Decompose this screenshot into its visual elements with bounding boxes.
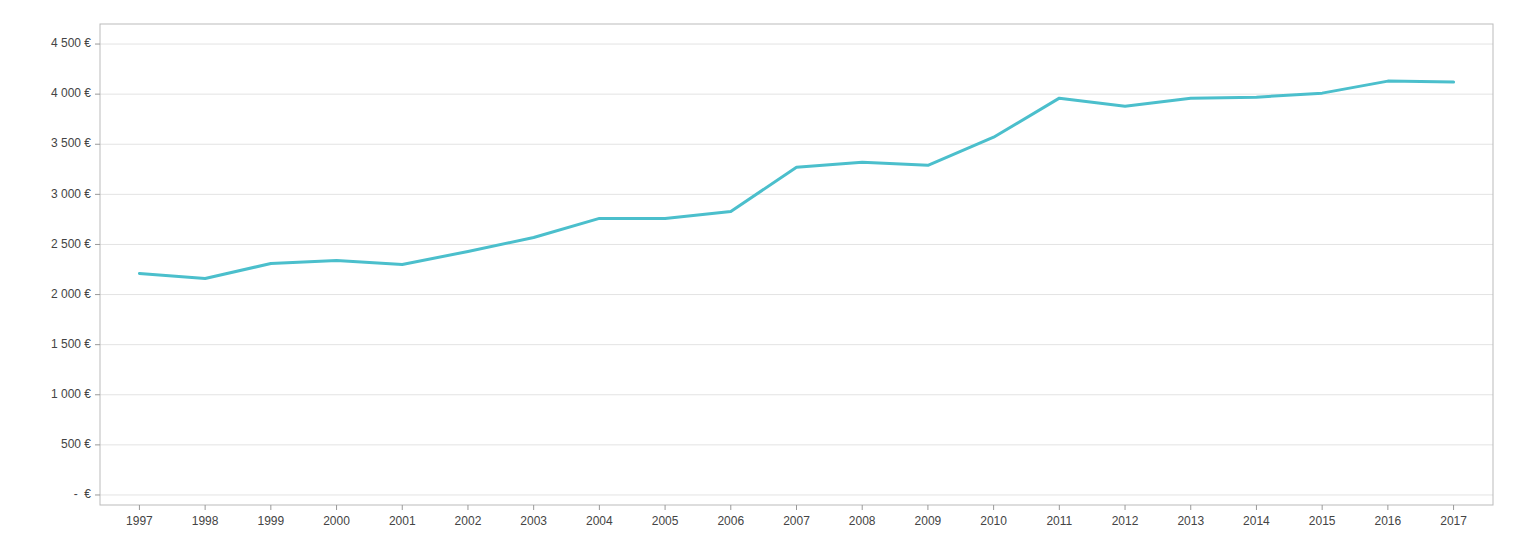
grid-line — [100, 144, 1493, 145]
x-tick — [796, 505, 797, 510]
grid-line — [100, 194, 1493, 195]
y-axis: - € 500 € 1 000 € 1 500 € 2 000 € 2 500 € 3 00… — [51, 36, 100, 501]
plot-data — [139, 81, 1453, 278]
x-tick — [139, 505, 140, 510]
grid — [100, 44, 1493, 495]
x-tick — [1387, 505, 1388, 510]
y-tick — [95, 44, 100, 45]
plot-frame — [100, 24, 1493, 505]
y-tick — [95, 244, 100, 245]
x-tick-label: 2009 — [915, 514, 942, 528]
x-tick — [862, 505, 863, 510]
x-tick-label: 1999 — [257, 514, 284, 528]
x-tick — [1453, 505, 1454, 510]
x-tick-label: 2007 — [783, 514, 810, 528]
line — [139, 81, 1453, 278]
y-tick — [95, 344, 100, 345]
y-tick — [95, 394, 100, 395]
y-tick-label: 2 500 € — [51, 237, 91, 251]
x-tick — [1059, 505, 1060, 510]
y-tick — [95, 94, 100, 95]
x-tick — [1190, 505, 1191, 510]
grid-line — [100, 494, 1493, 495]
x-tick-label: 2011 — [1046, 514, 1072, 528]
y-tick — [95, 444, 100, 445]
y-tick-label: 2 000 € — [51, 287, 91, 301]
x-tick — [993, 505, 994, 510]
y-tick-label: 4 500 € — [51, 36, 91, 50]
x-tick — [270, 505, 271, 510]
y-tick-label: 3 000 € — [51, 187, 91, 201]
x-tick-label: 2002 — [455, 514, 482, 528]
x-axis: 1997 1998 1999 2000 2001 2002 2003 2004 2005 2006… — [126, 505, 1467, 528]
x-tick-label: 2012 — [1112, 514, 1139, 528]
x-tick — [205, 505, 206, 510]
x-tick-label: 2016 — [1375, 514, 1402, 528]
grid-line — [100, 44, 1493, 45]
y-tick-label: 1 500 € — [51, 337, 91, 351]
x-tick-label: 2001 — [389, 514, 416, 528]
x-tick — [336, 505, 337, 510]
grid-line — [100, 444, 1493, 445]
y-tick-label: 3 500 € — [51, 136, 91, 150]
chart-svg: - € 500 € 1 000 € 1 500 € 2 000 € 2 500 € 3 00… — [0, 0, 1523, 555]
x-tick-label: 2013 — [1177, 514, 1204, 528]
x-tick — [467, 505, 468, 510]
x-tick — [665, 505, 666, 510]
x-tick — [730, 505, 731, 510]
x-tick-label: 2015 — [1309, 514, 1336, 528]
x-tick-label: 1997 — [126, 514, 153, 528]
x-tick-label: 2008 — [849, 514, 876, 528]
y-tick-label: 4 000 € — [51, 86, 91, 100]
x-tick-label: 2017 — [1440, 514, 1467, 528]
y-tick — [95, 494, 100, 495]
x-tick-label: 2004 — [586, 514, 613, 528]
y-tick — [95, 144, 100, 145]
x-tick — [533, 505, 534, 510]
y-tick — [95, 194, 100, 195]
grid-line — [100, 394, 1493, 395]
y-tick — [95, 294, 100, 295]
x-tick-label: 2006 — [717, 514, 744, 528]
grid-line — [100, 294, 1493, 295]
y-tick-label: 1 000 € — [51, 387, 91, 401]
x-tick — [1322, 505, 1323, 510]
x-tick — [1125, 505, 1126, 510]
chart-container: - € 500 € 1 000 € 1 500 € 2 000 € 2 500 € 3 00… — [0, 0, 1523, 555]
x-tick-label: 2003 — [520, 514, 547, 528]
y-tick-label: 500 € — [61, 437, 91, 451]
x-tick — [599, 505, 600, 510]
x-tick — [1256, 505, 1257, 510]
grid-line — [100, 344, 1493, 345]
x-tick-label: 2005 — [652, 514, 679, 528]
x-tick-label: 2010 — [980, 514, 1007, 528]
x-tick — [927, 505, 928, 510]
y-tick-label: - € — [74, 487, 92, 501]
x-tick-label: 2000 — [323, 514, 350, 528]
x-tick-label: 1998 — [192, 514, 219, 528]
grid-line — [100, 244, 1493, 245]
x-tick — [402, 505, 403, 510]
x-tick-label: 2014 — [1243, 514, 1270, 528]
